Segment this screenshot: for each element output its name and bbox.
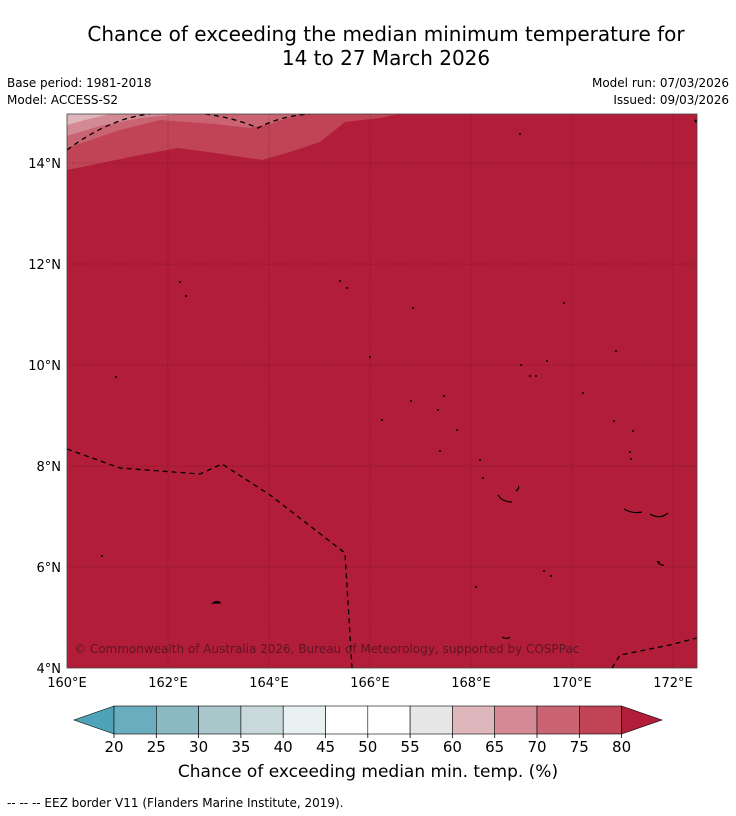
colorbar-segment (282, 705, 326, 735)
issued-date: Issued: 09/03/2026 (613, 93, 729, 107)
colorbar-segment (578, 705, 622, 735)
base-period: Base period: 1981-2018 (7, 76, 152, 90)
map-frame (66, 113, 698, 669)
islands (101, 119, 697, 588)
copyright-notice: © Commonwealth of Australia 2026, Bureau… (74, 642, 579, 656)
eez-legend-note: -- -- -- EEZ border V11 (Flanders Marine… (7, 796, 344, 810)
colorbar-tick-label: 65 (485, 738, 504, 756)
meta-right: Model run: 07/03/2026 Issued: 09/03/2026 (592, 75, 729, 109)
lon-label: 172°E (653, 676, 693, 691)
eez-borders (67, 114, 697, 668)
longitude-labels: 160°E 162°E 164°E 166°E 168°E 170°E 172°E (47, 676, 693, 691)
colorbar-high-extension (621, 705, 663, 735)
colorbar-segment (240, 705, 284, 735)
colorbar-tick-label: 45 (316, 738, 335, 756)
colorbar-tick-label: 35 (231, 738, 250, 756)
lat-label: 12°N (28, 258, 61, 273)
lat-label: 10°N (28, 359, 61, 374)
lon-label: 164°E (249, 676, 289, 691)
lat-label: 8°N (37, 460, 62, 475)
band-75-80 (67, 114, 400, 170)
graticule (67, 114, 697, 668)
lon-label: 162°E (148, 676, 188, 691)
island-outlines (210, 485, 669, 640)
colorbar-tick-label: 80 (612, 738, 631, 756)
colorbar-segment (198, 705, 242, 735)
lat-label: 6°N (37, 561, 62, 576)
map-area: © Commonwealth of Australia 2026, Bureau… (67, 114, 697, 668)
lat-label: 14°N (28, 157, 61, 172)
colorbar-tick-label: 50 (358, 738, 377, 756)
title-line-1: Chance of exceeding the median minimum t… (87, 22, 685, 46)
lat-label: 4°N (37, 662, 62, 677)
title-line-2: 14 to 27 March 2026 (281, 46, 491, 70)
colorbar: 20 25 30 35 40 45 50 55 60 65 70 75 80 (73, 705, 663, 756)
colorbar-segment (325, 705, 369, 735)
colorbar-tick-label: 30 (189, 738, 208, 756)
lon-label: 160°E (47, 676, 87, 691)
colorbar-tick-label: 40 (274, 738, 293, 756)
colorbar-segment (409, 705, 453, 735)
colorbar-tick-label: 25 (147, 738, 166, 756)
probability-field (67, 114, 697, 668)
lon-label: 168°E (451, 676, 491, 691)
colorbar-low-extension (73, 705, 115, 735)
colorbar-segment (156, 705, 199, 735)
colorbar-segment (113, 705, 157, 735)
colorbar-tick-label: 70 (527, 738, 546, 756)
lon-label: 170°E (552, 676, 592, 691)
model-name: Model: ACCESS-S2 (7, 93, 119, 107)
colorbar-segment (367, 705, 411, 735)
band-65-70 (67, 114, 180, 136)
meta-left: Base period: 1981-2018 Model: ACCESS-S2 (7, 75, 152, 109)
colorbar-tick-label: 60 (443, 738, 462, 756)
band-60-65 (67, 114, 110, 125)
colorbar-segment (536, 705, 580, 735)
latitude-labels: 14°N 12°N 10°N 8°N 6°N 4°N (28, 157, 61, 677)
colorbar-tick-label: 75 (570, 738, 589, 756)
map-title: Chance of exceeding the median minimum t… (0, 22, 736, 70)
colorbar-tick-label: 20 (104, 738, 123, 756)
colorbar-label: Chance of exceeding median min. temp. (%… (177, 762, 559, 782)
colorbar-segment (452, 705, 495, 735)
colorbar-tick-label: 55 (401, 738, 420, 756)
lon-label: 166°E (350, 676, 390, 691)
colorbar-segment (494, 705, 538, 735)
model-run: Model run: 07/03/2026 (591, 76, 729, 90)
